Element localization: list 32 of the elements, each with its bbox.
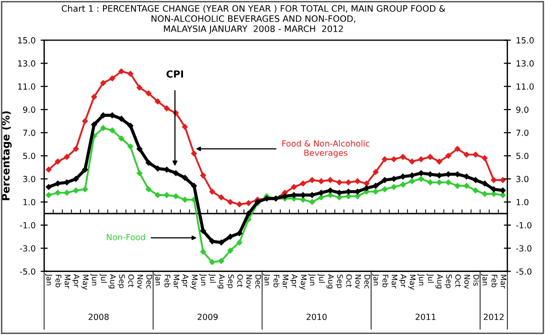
y-tick-label: -3.0 bbox=[20, 245, 36, 252]
y-tick-label: -1.0 bbox=[20, 222, 36, 228]
text: 2010 bbox=[306, 314, 327, 320]
y2-tick-label: 1.0 bbox=[516, 198, 528, 206]
text: 2011 bbox=[416, 314, 436, 320]
y2-tick-label: 13.0 bbox=[516, 60, 534, 67]
y-tick-label: 13.0 bbox=[18, 60, 36, 67]
y-tick-label: 3.0 bbox=[23, 176, 36, 182]
y2-tick-label: 7.0 bbox=[516, 130, 528, 136]
text: CPI bbox=[166, 70, 183, 78]
chart-title: Chart 1 : PERCENTAGE CHANGE (YEAR ON YEAR ) FOR TOTAL CPI, MAIN GROUP FOOD & NON-ALCOHOLIC BEVERAGES AND NON-FOOD, MALAYSIA JANUARY 2008 - MARCH 2012 bbox=[62, 5, 446, 34]
y-tick-label: 5.0 bbox=[23, 152, 36, 160]
text: Non-Food bbox=[106, 234, 145, 240]
y2-tick-label: 15.0 bbox=[516, 37, 534, 44]
y-tick-label: 11.0 bbox=[18, 83, 36, 90]
text: 2009 bbox=[198, 314, 218, 320]
y-tick-label: 15.0 bbox=[18, 37, 36, 44]
y-tick-label: 1.0 bbox=[23, 198, 36, 206]
series-label: Food & Non-Alcoholic Beverages bbox=[282, 140, 370, 158]
y-tick-label: -5.0 bbox=[20, 268, 36, 275]
y2-tick-label: -5.0 bbox=[516, 268, 532, 275]
y2-tick-label: 9.0 bbox=[516, 106, 528, 113]
y2-tick-label: 3.0 bbox=[516, 176, 528, 182]
y2-tick-label: 5.0 bbox=[516, 152, 528, 160]
text: 2012 bbox=[484, 314, 504, 320]
y-axis-title: Percentage (%) bbox=[2, 111, 12, 200]
y2-tick-label: -3.0 bbox=[516, 245, 532, 252]
y-tick-label: 7.0 bbox=[23, 130, 36, 136]
y2-tick-label: 11.0 bbox=[516, 83, 534, 90]
text: 2008 bbox=[88, 314, 109, 320]
y2-tick-label: -1.0 bbox=[516, 222, 532, 228]
y-tick-label: 9.0 bbox=[23, 106, 36, 113]
